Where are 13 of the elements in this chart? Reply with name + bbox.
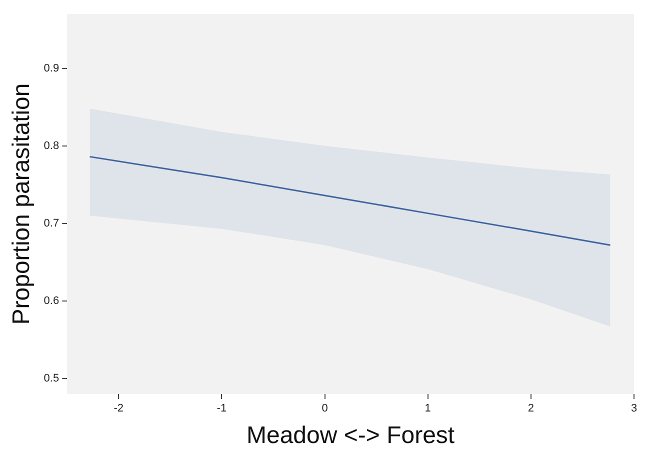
y-tick-label: 0.8: [44, 140, 60, 152]
x-tick-label: 1: [424, 402, 431, 415]
x-tick-label: 3: [630, 402, 638, 415]
x-tick-label: -1: [216, 402, 227, 415]
x-tick-label: 0: [322, 402, 328, 415]
x-tick-label: -2: [114, 402, 124, 415]
y-tick-label: 0.5: [44, 372, 60, 385]
y-tick-label: 0.6: [44, 294, 60, 307]
y-tick-label: 0.9: [44, 62, 60, 74]
y-tick-label: 0.7: [44, 217, 60, 230]
x-axis-title: Meadow <-> Forest: [246, 422, 455, 450]
x-tick-label: 2: [528, 402, 534, 415]
y-axis-title: Proportion parasitation: [8, 83, 36, 325]
